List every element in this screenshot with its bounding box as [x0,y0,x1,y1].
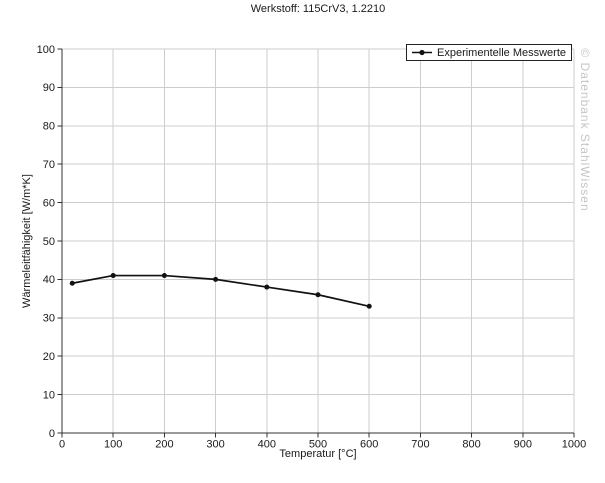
y-tick-label: 90 [43,82,55,94]
y-tick-label: 30 [43,313,55,325]
data-point-marker [264,284,270,290]
x-tick-label: 300 [206,439,224,451]
x-axis-label: Temperatur [°C] [279,448,357,460]
data-point-marker [69,280,75,286]
y-tick-label: 60 [43,197,55,209]
x-tick-label: 900 [514,439,532,451]
series-line [71,274,371,308]
x-tick-label: 600 [360,439,378,451]
x-tick-label: 700 [411,439,429,451]
data-point-marker [315,292,321,298]
x-tick-label: 0 [59,439,65,451]
y-axis-label: Wärmeleitfähigkeit [W/m*K] [21,174,33,308]
y-tick-label: 70 [43,159,55,171]
x-tick-label: 800 [462,439,480,451]
x-tick-label: 100 [104,439,122,451]
chart-title: Werkstoff: 115CrV3, 1.2210 [250,3,386,15]
y-tick-label: 10 [43,389,55,401]
legend-label: Experimentelle Messwerte [437,46,566,59]
legend: Experimentelle Messwerte [406,44,572,61]
y-tick-label: 0 [49,428,55,440]
x-tick-label: 500 [309,439,327,451]
data-point-marker [366,303,372,309]
y-tick-label: 100 [37,44,55,56]
data-point-marker [213,276,219,282]
data-point-marker [161,273,167,279]
y-tick-label: 80 [43,121,55,133]
line-marker-icon [412,49,432,56]
x-tick-label: 1000 [562,439,586,451]
y-tick-label: 50 [43,236,55,248]
y-tick-label: 40 [43,274,55,286]
x-tick-label: 400 [258,439,276,451]
data-point-marker [110,273,116,279]
y-tick-label: 20 [43,351,55,363]
x-tick-label: 200 [155,439,173,451]
watermark: © Datenbank StahlWissen [578,48,592,212]
